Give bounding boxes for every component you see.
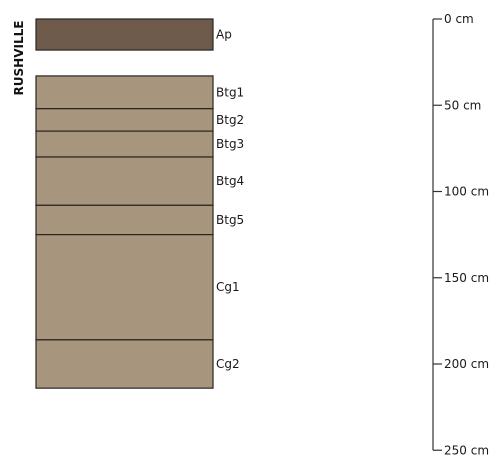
horizon-label-btg4: Btg4 bbox=[216, 174, 244, 188]
horizon-btg5 bbox=[35, 204, 214, 236]
depth-tick-label-50: 50 cm bbox=[444, 98, 481, 112]
horizon-cg1 bbox=[35, 234, 214, 341]
horizon-label-btg5: Btg5 bbox=[216, 213, 244, 227]
depth-tick-label-100: 100 cm bbox=[444, 185, 489, 199]
horizon-label-cg1: Cg1 bbox=[216, 280, 240, 294]
horizon-btg2 bbox=[35, 108, 214, 132]
horizon-btg1 bbox=[35, 75, 214, 110]
depth-tick-label-150: 150 cm bbox=[444, 271, 489, 285]
depth-tick-label-0: 0 cm bbox=[444, 12, 474, 26]
horizon-label-cg2: Cg2 bbox=[216, 357, 240, 371]
horizons-group: Ap Btg1 Btg2 Btg3 Btg4 Btg5 Cg1 Cg2 bbox=[35, 18, 244, 389]
horizon-label-btg1: Btg1 bbox=[216, 85, 244, 99]
depth-tick-label-200: 200 cm bbox=[444, 357, 489, 371]
horizon-btg3 bbox=[35, 130, 214, 158]
series-label: RUSHVILLE bbox=[12, 21, 26, 96]
horizon-label-btg3: Btg3 bbox=[216, 137, 244, 151]
horizon-label-ap: Ap bbox=[216, 28, 232, 42]
depth-scale: 0 cm 50 cm 100 cm 150 cm 200 cm 250 cm bbox=[432, 12, 489, 457]
horizon-label-btg2: Btg2 bbox=[216, 113, 244, 127]
horizon-cg2 bbox=[35, 339, 214, 389]
horizon-ap bbox=[35, 18, 214, 51]
depth-tick-label-250: 250 cm bbox=[444, 443, 489, 457]
horizon-btg4 bbox=[35, 156, 214, 206]
